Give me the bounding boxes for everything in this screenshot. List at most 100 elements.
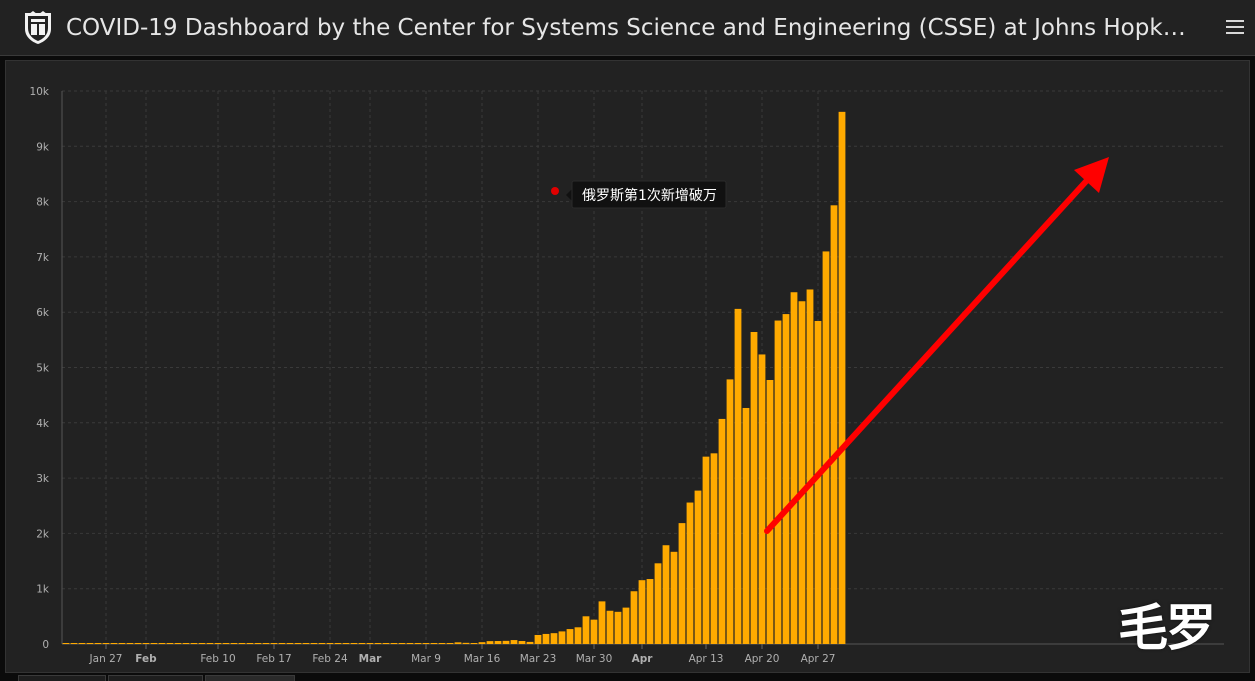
data-bar[interactable] [294, 643, 302, 644]
data-bar[interactable] [342, 643, 350, 644]
data-bar[interactable] [174, 643, 182, 644]
data-bar[interactable] [406, 643, 414, 644]
data-bar[interactable] [766, 379, 774, 644]
data-bar[interactable] [526, 641, 534, 644]
data-bar[interactable] [758, 354, 766, 644]
data-bar[interactable] [510, 640, 518, 644]
data-bar[interactable] [366, 643, 374, 644]
data-bar[interactable] [222, 643, 230, 644]
data-bar[interactable] [102, 643, 110, 644]
data-bar[interactable] [238, 643, 246, 644]
data-bar[interactable] [142, 643, 150, 644]
bottom-tab-2[interactable] [108, 675, 203, 681]
data-bar[interactable] [398, 643, 406, 644]
data-bar[interactable] [630, 591, 638, 644]
data-bar[interactable] [646, 579, 654, 644]
data-bar[interactable] [206, 643, 214, 644]
data-bar[interactable] [86, 643, 94, 644]
data-bar[interactable] [830, 205, 838, 644]
data-bar[interactable] [486, 641, 494, 644]
data-bar[interactable] [742, 407, 750, 644]
data-bar[interactable] [390, 643, 398, 644]
data-bar[interactable] [542, 633, 550, 644]
data-bar[interactable] [678, 523, 686, 644]
data-bar[interactable] [150, 643, 158, 644]
hamburger-menu-icon[interactable] [1222, 14, 1248, 40]
data-bar[interactable] [790, 292, 798, 644]
data-bar[interactable] [358, 643, 366, 644]
data-bar[interactable] [94, 643, 102, 644]
data-bar[interactable] [750, 331, 758, 644]
data-bar[interactable] [270, 643, 278, 644]
data-bar[interactable] [334, 643, 342, 644]
data-bar[interactable] [166, 643, 174, 644]
annotation-tooltip[interactable]: 俄罗斯第1次新增破万 [551, 180, 727, 209]
data-bar[interactable] [638, 580, 646, 644]
data-bar[interactable] [158, 643, 166, 644]
data-bar[interactable] [814, 320, 822, 644]
data-bar[interactable] [254, 643, 262, 644]
data-bar[interactable] [214, 643, 222, 644]
data-bar[interactable] [518, 641, 526, 644]
data-bar[interactable] [798, 301, 806, 644]
data-bar[interactable] [262, 643, 270, 644]
data-bar[interactable] [454, 642, 462, 644]
data-bar[interactable] [198, 643, 206, 644]
data-bar[interactable] [126, 643, 134, 644]
data-bar[interactable] [774, 320, 782, 644]
data-bar[interactable] [230, 643, 238, 644]
data-bar[interactable] [822, 251, 830, 644]
data-bar[interactable] [110, 643, 118, 644]
bottom-tab-3[interactable] [205, 675, 295, 681]
data-bar[interactable] [654, 563, 662, 644]
data-bar[interactable] [598, 601, 606, 644]
data-bar[interactable] [686, 502, 694, 644]
data-bar[interactable] [438, 643, 446, 644]
data-bar[interactable] [70, 643, 78, 644]
data-bar[interactable] [118, 643, 126, 644]
data-bar[interactable] [534, 634, 542, 644]
data-bar[interactable] [182, 643, 190, 644]
data-bar[interactable] [582, 616, 590, 644]
data-bar[interactable] [734, 308, 742, 644]
data-bar[interactable] [782, 314, 790, 644]
data-bar[interactable] [326, 643, 334, 644]
data-bar[interactable] [318, 643, 326, 644]
data-bar[interactable] [422, 643, 430, 644]
data-bar[interactable] [414, 643, 422, 644]
data-bar[interactable] [566, 629, 574, 644]
bottom-tab-1[interactable] [18, 675, 106, 681]
data-bar[interactable] [374, 643, 382, 644]
data-bar[interactable] [278, 643, 286, 644]
data-bar[interactable] [470, 643, 478, 644]
data-bar[interactable] [550, 633, 558, 644]
data-bar[interactable] [838, 111, 846, 645]
data-bar[interactable] [670, 551, 678, 644]
data-bar[interactable] [662, 545, 670, 644]
data-bar[interactable] [430, 643, 438, 644]
data-bar[interactable] [78, 643, 86, 644]
data-bar[interactable] [718, 418, 726, 644]
data-bar[interactable] [502, 640, 510, 644]
data-bar[interactable] [446, 643, 454, 644]
data-bar[interactable] [694, 490, 702, 644]
data-bar[interactable] [606, 610, 614, 644]
data-bar[interactable] [702, 456, 710, 644]
data-bar[interactable] [190, 643, 198, 644]
data-bar[interactable] [614, 611, 622, 644]
data-bar[interactable] [62, 643, 70, 644]
data-bar[interactable] [302, 643, 310, 644]
data-bar[interactable] [462, 642, 470, 644]
data-bar[interactable] [382, 643, 390, 644]
data-bar[interactable] [246, 643, 254, 644]
data-bar[interactable] [710, 453, 718, 644]
data-bar[interactable] [134, 643, 142, 644]
data-bar[interactable] [310, 643, 318, 644]
data-bar[interactable] [286, 643, 294, 644]
data-bar[interactable] [806, 289, 814, 644]
data-bar[interactable] [622, 607, 630, 644]
data-bar[interactable] [478, 642, 486, 644]
data-bar[interactable] [574, 627, 582, 644]
data-bar[interactable] [726, 379, 734, 644]
data-bar[interactable] [590, 619, 598, 644]
